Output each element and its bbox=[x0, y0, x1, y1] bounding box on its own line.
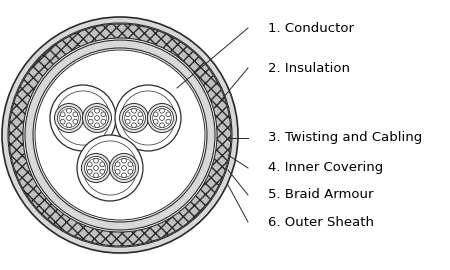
Circle shape bbox=[125, 109, 144, 127]
Circle shape bbox=[50, 85, 116, 151]
Circle shape bbox=[94, 173, 99, 178]
Circle shape bbox=[85, 157, 108, 180]
Circle shape bbox=[59, 109, 78, 127]
Circle shape bbox=[87, 169, 92, 174]
Circle shape bbox=[9, 24, 231, 246]
Circle shape bbox=[33, 48, 207, 222]
Circle shape bbox=[82, 103, 112, 133]
Circle shape bbox=[153, 119, 158, 124]
Text: 1. Conductor: 1. Conductor bbox=[268, 22, 354, 35]
Circle shape bbox=[166, 112, 171, 117]
Circle shape bbox=[153, 109, 171, 127]
Circle shape bbox=[121, 91, 175, 145]
Circle shape bbox=[128, 162, 133, 167]
Circle shape bbox=[131, 123, 136, 128]
Circle shape bbox=[153, 112, 158, 117]
Circle shape bbox=[138, 119, 143, 124]
Circle shape bbox=[128, 169, 133, 174]
Circle shape bbox=[131, 108, 136, 113]
Circle shape bbox=[94, 158, 99, 163]
Circle shape bbox=[73, 119, 78, 124]
Circle shape bbox=[2, 17, 238, 253]
Circle shape bbox=[100, 169, 105, 174]
Circle shape bbox=[56, 91, 110, 145]
Circle shape bbox=[94, 108, 99, 113]
Circle shape bbox=[67, 116, 72, 120]
Circle shape bbox=[54, 103, 84, 133]
Circle shape bbox=[160, 108, 164, 113]
Circle shape bbox=[83, 141, 137, 195]
Circle shape bbox=[115, 85, 181, 151]
Text: 2. Insulation: 2. Insulation bbox=[268, 62, 350, 75]
Circle shape bbox=[112, 157, 135, 180]
Circle shape bbox=[131, 116, 136, 120]
Circle shape bbox=[88, 112, 93, 117]
Circle shape bbox=[122, 173, 126, 178]
Circle shape bbox=[148, 103, 176, 133]
Circle shape bbox=[67, 123, 72, 128]
Circle shape bbox=[101, 112, 106, 117]
Circle shape bbox=[86, 158, 105, 177]
Circle shape bbox=[87, 162, 92, 167]
Circle shape bbox=[94, 116, 99, 120]
Circle shape bbox=[58, 106, 81, 130]
Text: 3. Twisting and Cabling: 3. Twisting and Cabling bbox=[268, 131, 422, 144]
Circle shape bbox=[122, 158, 126, 163]
Circle shape bbox=[60, 112, 65, 117]
Circle shape bbox=[94, 166, 99, 170]
Circle shape bbox=[160, 116, 164, 120]
Circle shape bbox=[120, 103, 148, 133]
Circle shape bbox=[88, 119, 93, 124]
Text: 6. Outer Sheath: 6. Outer Sheath bbox=[268, 215, 374, 228]
Circle shape bbox=[87, 109, 107, 127]
Circle shape bbox=[122, 166, 126, 170]
Circle shape bbox=[25, 40, 215, 230]
Circle shape bbox=[125, 119, 130, 124]
Circle shape bbox=[160, 123, 164, 128]
Circle shape bbox=[94, 123, 99, 128]
Circle shape bbox=[100, 162, 105, 167]
Circle shape bbox=[77, 135, 143, 201]
Circle shape bbox=[125, 112, 130, 117]
Text: 5. Braid Armour: 5. Braid Armour bbox=[268, 188, 374, 201]
Circle shape bbox=[67, 108, 72, 113]
Circle shape bbox=[8, 23, 232, 247]
Circle shape bbox=[60, 119, 65, 124]
Circle shape bbox=[35, 50, 205, 220]
Circle shape bbox=[23, 38, 217, 232]
Circle shape bbox=[109, 154, 139, 183]
Circle shape bbox=[101, 119, 106, 124]
Circle shape bbox=[115, 169, 120, 174]
Circle shape bbox=[115, 162, 120, 167]
Circle shape bbox=[138, 112, 143, 117]
Circle shape bbox=[150, 106, 174, 130]
Circle shape bbox=[114, 158, 134, 177]
Circle shape bbox=[86, 106, 108, 130]
Text: 4. Inner Covering: 4. Inner Covering bbox=[268, 161, 383, 174]
Circle shape bbox=[122, 106, 145, 130]
Circle shape bbox=[73, 112, 78, 117]
Circle shape bbox=[166, 119, 171, 124]
Circle shape bbox=[81, 154, 111, 183]
